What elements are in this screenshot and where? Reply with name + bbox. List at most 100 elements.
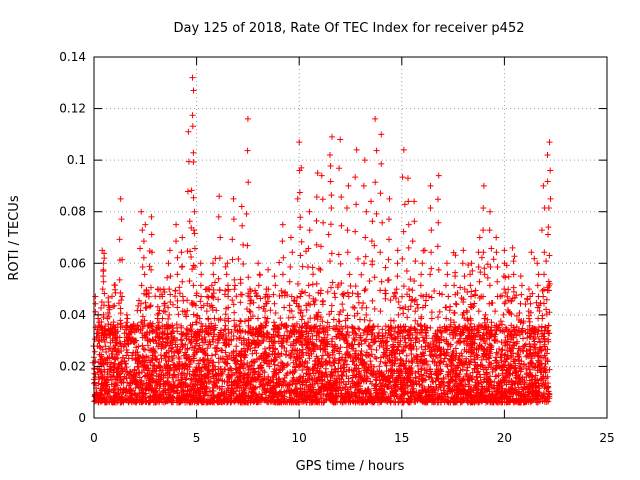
data-point-cloud: [235, 256, 242, 263]
data-point-cloud: [446, 379, 453, 386]
data-point-cloud: [307, 315, 314, 322]
data-point-cloud: [339, 291, 346, 298]
data-point-cloud: [134, 307, 141, 314]
data-point-cloud: [306, 292, 313, 299]
data-point-cloud: [361, 287, 368, 294]
data-point-cloud: [187, 375, 194, 382]
data-point-cloud: [527, 343, 534, 350]
data-point-cloud: [216, 287, 223, 294]
data-point-cloud: [391, 328, 398, 335]
data-point-cloud: [168, 356, 175, 363]
data-point-cloud: [499, 346, 506, 353]
data-point-cloud: [499, 321, 506, 328]
data-point-cloud: [544, 357, 551, 364]
data-point-cloud: [313, 280, 320, 287]
data-point-cloud: [382, 290, 389, 297]
data-point-cloud: [363, 336, 370, 343]
data-point-cloud: [471, 300, 478, 307]
data-point-cloud: [538, 323, 545, 330]
data-point-cloud: [358, 304, 365, 311]
data-point-cloud: [449, 335, 456, 342]
data-point-cloud: [342, 323, 349, 330]
data-points: [89, 74, 554, 406]
data-point-cloud: [541, 352, 548, 359]
data-point-cloud: [212, 255, 219, 262]
data-point-cloud: [382, 264, 389, 271]
data-point-cloud: [200, 357, 207, 364]
data-point-cloud: [222, 287, 229, 294]
data-point-cloud: [221, 317, 228, 324]
data-point-cloud: [263, 318, 270, 325]
data-point-cloud: [361, 316, 368, 323]
data-point-cloud: [156, 307, 163, 314]
data-point-cloud: [546, 287, 553, 294]
data-point-cloud: [239, 379, 246, 386]
data-point-cloud: [267, 307, 274, 314]
data-point-cloud: [352, 330, 359, 337]
data-point-cloud: [467, 303, 474, 310]
data-point-cloud: [528, 249, 535, 256]
data-point-cloud: [502, 274, 509, 281]
data-point-cloud: [252, 287, 259, 294]
data-point-cloud: [408, 297, 415, 304]
data-point-cloud: [290, 359, 297, 366]
data-point-cloud: [157, 352, 164, 359]
data-point-cloud: [531, 255, 538, 262]
data-point-cloud: [230, 301, 237, 308]
data-point-cloud: [285, 314, 292, 321]
data-point-cloud: [145, 293, 152, 300]
data-point-cloud: [511, 294, 518, 301]
data-point-cloud: [397, 304, 404, 311]
data-point-cloud: [349, 358, 356, 365]
data-point-cloud: [236, 323, 243, 330]
data-point-cloud: [441, 355, 448, 362]
data-point-cloud: [289, 347, 296, 354]
data-point-cloud: [488, 392, 495, 399]
data-point-cloud: [376, 342, 383, 349]
data-point-cloud: [337, 260, 344, 267]
data-point-cloud: [92, 308, 99, 315]
data-point-cloud: [543, 306, 550, 313]
data-point-cloud: [428, 265, 435, 272]
data-point-cloud: [481, 265, 488, 272]
data-point-cloud: [223, 360, 230, 367]
data-point-cloud: [515, 384, 522, 391]
data-point-cloud: [423, 291, 430, 298]
data-point-cloud: [524, 296, 531, 303]
data-point-cloud: [277, 315, 284, 322]
data-point-cloud: [231, 286, 238, 293]
data-point-cloud: [184, 297, 191, 304]
data-point-cloud: [427, 324, 434, 331]
data-point-cloud: [105, 345, 112, 352]
data-point-cloud: [328, 302, 335, 309]
data-point-cloud: [197, 298, 204, 305]
data-point-cloud: [198, 320, 205, 327]
data-point-cloud: [297, 293, 304, 300]
data-point-cloud: [163, 321, 170, 328]
data-point-cloud: [350, 304, 357, 311]
data-point-cloud: [356, 326, 363, 333]
data-point-cloud: [276, 259, 283, 266]
data-point-cloud: [261, 314, 268, 321]
data-point-cloud: [489, 299, 496, 306]
data-point-cloud: [412, 308, 419, 315]
data-point-cloud: [379, 326, 386, 333]
data-point-cloud: [420, 247, 427, 254]
data-point-cloud: [511, 253, 518, 260]
data-point-cloud: [447, 303, 454, 310]
data-point-cloud: [490, 256, 497, 263]
data-point-cloud: [431, 288, 438, 295]
data-point-cloud: [428, 309, 435, 316]
data-point-cloud: [478, 254, 485, 261]
data-point-cloud: [504, 355, 511, 362]
data-point-cloud: [296, 303, 303, 310]
data-point-cloud: [543, 296, 550, 303]
data-point-cloud: [344, 289, 351, 296]
data-point-cloud: [324, 350, 331, 357]
data-point-cloud: [179, 331, 186, 338]
data-point-cloud: [215, 337, 222, 344]
data-point-cloud: [412, 375, 419, 382]
data-point-cloud: [414, 321, 421, 328]
data-point-cloud: [425, 343, 432, 350]
